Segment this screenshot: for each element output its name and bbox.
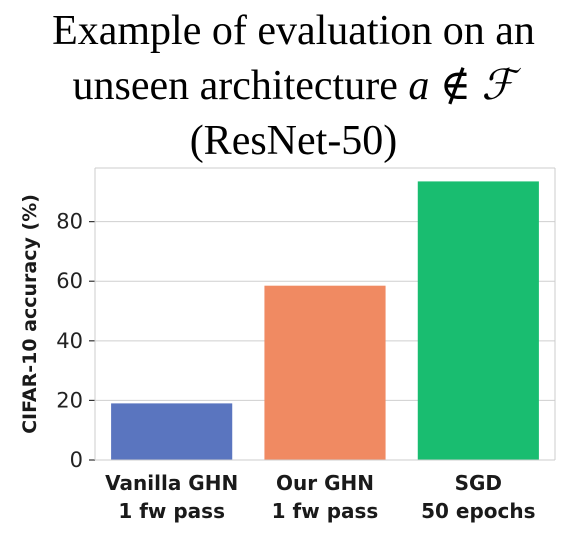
x-category-label-2-0: SGD bbox=[455, 471, 502, 495]
y-tick-label-20: 20 bbox=[56, 388, 83, 412]
bar-layer bbox=[111, 181, 539, 461]
title-line-1: Example of evaluation on an bbox=[52, 8, 535, 54]
bar-1 bbox=[264, 285, 386, 460]
y-tick-label-80: 80 bbox=[56, 210, 83, 234]
title-math: a ∉ ℱ bbox=[408, 63, 515, 109]
label-layer: 0 20 40 60 80 Vanilla GHN 1 fw pass Our GHN 1 fw… bbox=[19, 194, 536, 523]
bar-0 bbox=[111, 403, 233, 460]
y-tick-label-40: 40 bbox=[56, 329, 83, 353]
y-tick-label-60: 60 bbox=[56, 269, 83, 293]
x-category-label-1-0: Our GHN bbox=[276, 471, 374, 495]
x-category-label-1-1: 1 fw pass bbox=[272, 499, 379, 523]
x-category-label-2-1: 50 epochs bbox=[421, 499, 535, 523]
title-line-2: unseen architecture a ∉ ℱ bbox=[0, 59, 587, 114]
title-line-2-text: unseen architecture bbox=[72, 63, 398, 109]
y-axis-label: CIFAR-10 accuracy (%) bbox=[19, 194, 41, 434]
x-category-label-0-0: Vanilla GHN bbox=[105, 471, 238, 495]
chart-title: Example of evaluation on an unseen archi… bbox=[0, 4, 587, 169]
axis-layer bbox=[89, 167, 556, 461]
x-category-label-0-1: 1 fw pass bbox=[118, 499, 225, 523]
bar-2 bbox=[417, 181, 539, 461]
y-tick-label-0: 0 bbox=[70, 448, 83, 472]
title-line-3: (ResNet-50) bbox=[189, 118, 398, 164]
